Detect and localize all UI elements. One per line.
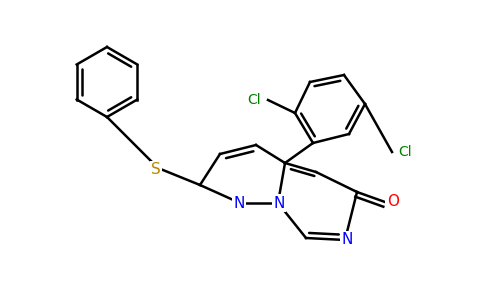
Text: S: S: [151, 163, 161, 178]
Text: N: N: [341, 232, 353, 247]
Text: O: O: [387, 194, 399, 209]
Text: Cl: Cl: [398, 145, 412, 159]
Text: Cl: Cl: [247, 93, 261, 107]
Text: N: N: [273, 196, 285, 211]
Text: N: N: [233, 196, 245, 211]
